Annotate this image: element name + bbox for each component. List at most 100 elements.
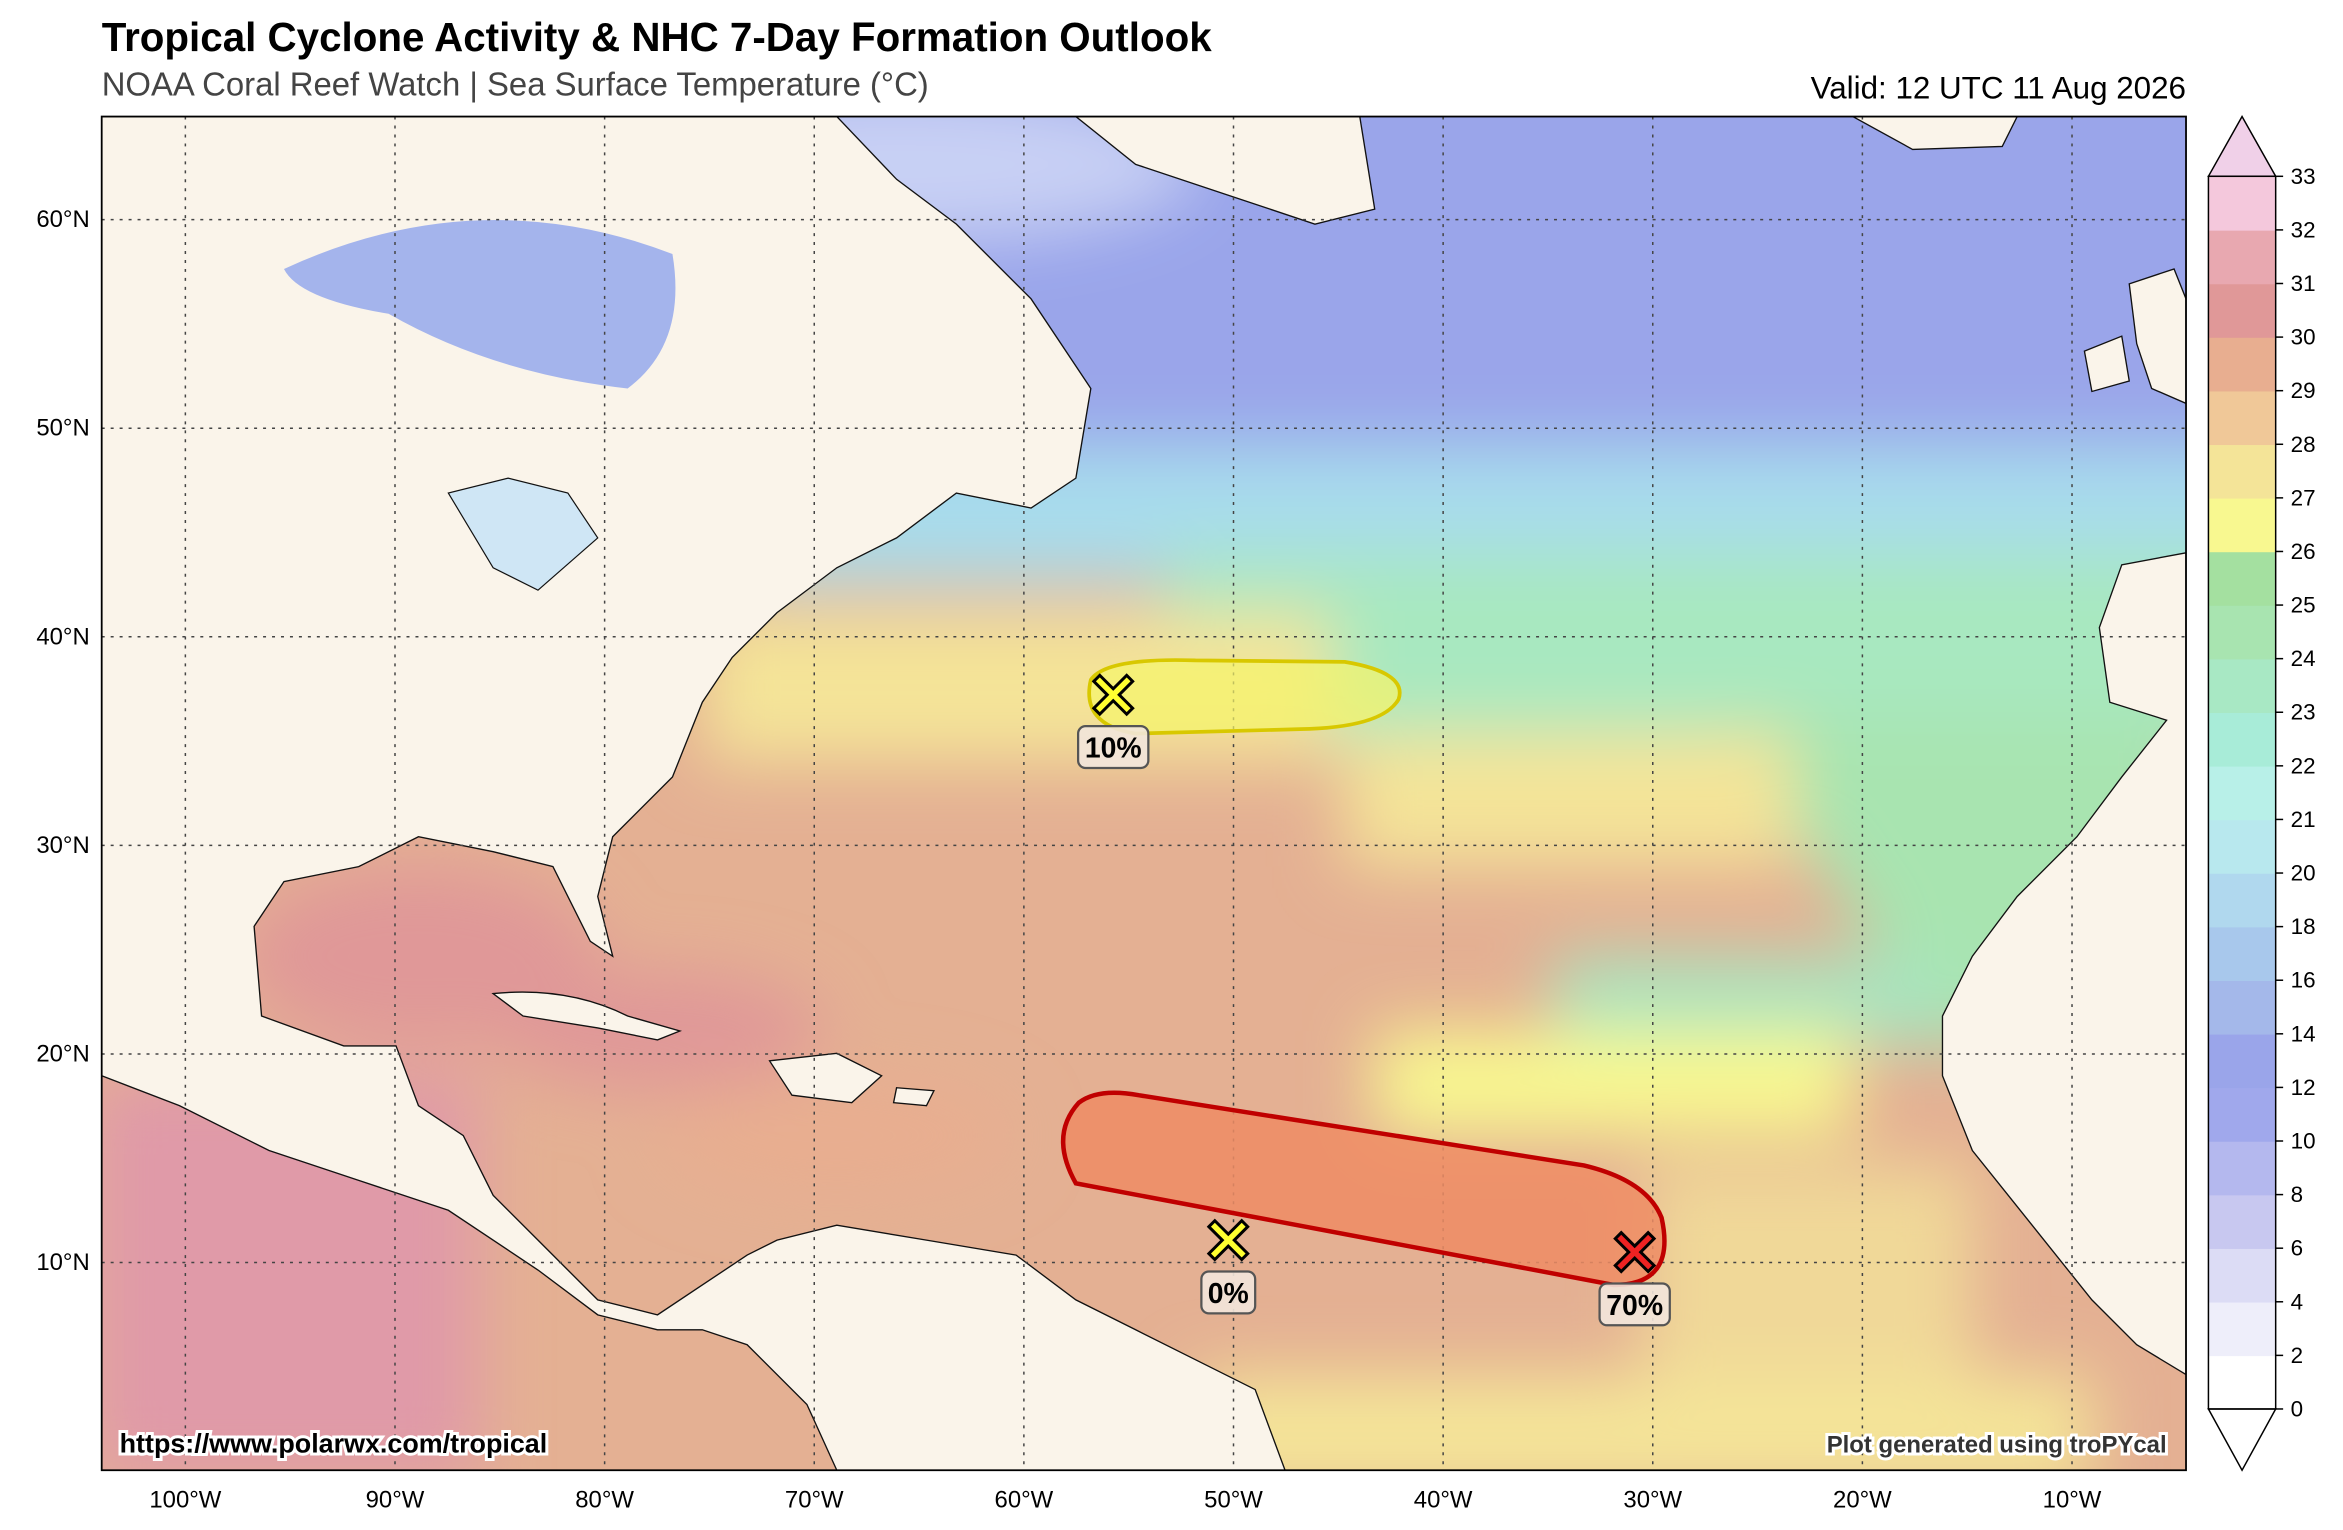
lon-label: 90°W (366, 1487, 425, 1514)
sst-field (101, 116, 2187, 1471)
lat-label: 20°N (36, 1040, 89, 1067)
lon-label: 30°W (1623, 1487, 1682, 1514)
subtitle: NOAA Coral Reef Watch | Sea Surface Temp… (102, 66, 929, 103)
footer-credit: Plot generated using troPYcal (1827, 1431, 2167, 1458)
colorbar-bin (2208, 1033, 2276, 1089)
colorbar-tick-label: 32 (2291, 217, 2316, 242)
colorbar-bin (2208, 1301, 2276, 1357)
land (101, 116, 2187, 1471)
colorbar-bin (2208, 1087, 2276, 1142)
disturbance: 10% (1076, 673, 1150, 770)
lat-label: 10°N (36, 1249, 89, 1276)
colorbar-tick-label: 30 (2291, 325, 2316, 350)
colorbar-frame (2207, 175, 2277, 1410)
colorbar-bin (2208, 605, 2276, 660)
outlook-area-high (1060, 1090, 1667, 1288)
disturbance: 0% (1200, 1218, 1257, 1315)
lon-label: 40°W (1414, 1487, 1473, 1514)
colorbar-bin (2208, 1248, 2276, 1303)
colorbar-tick-label: 16 (2291, 968, 2316, 993)
lon-label: 100°W (149, 1487, 221, 1514)
valid-time: Valid: 12 UTC 11 Aug 2026 (1811, 71, 2186, 106)
colorbar: 0246810121416182021222324252627282930313… (2207, 115, 2316, 1472)
colorbar-bin (2208, 658, 2276, 713)
colorbar-over (2207, 115, 2277, 178)
label-box (1598, 1282, 1671, 1327)
colorbar-tick-label: 14 (2291, 1021, 2316, 1046)
lon-label: 50°W (1204, 1487, 1263, 1514)
colorbar-bin (2208, 497, 2276, 553)
colorbar-tick-label: 22 (2291, 753, 2316, 778)
colorbar-tick-label: 31 (2291, 271, 2316, 296)
colorbar-tick-label: 33 (2291, 164, 2316, 189)
iceland (1852, 116, 2018, 151)
outlook-areas (1060, 658, 1667, 1288)
colorbar-tick-label: 10 (2291, 1128, 2316, 1153)
colorbar-bin (2208, 1355, 2276, 1410)
colorbar-tick-label: 25 (2291, 593, 2316, 618)
colorbar-tick-label: 20 (2291, 861, 2316, 886)
disturbance-marker (1091, 673, 1135, 717)
colorbar-tick-label: 4 (2291, 1289, 2303, 1314)
europe-africa (1941, 552, 2187, 1376)
footer-url: https://www.polarwx.com/tropical (120, 1428, 548, 1458)
puerto-rico (892, 1087, 935, 1107)
map: 10% 0% 70% https://www.polarwx.com/tropica… (101, 116, 2187, 1471)
ireland (2083, 335, 2131, 393)
colorbar-tick-label: 12 (2291, 1075, 2316, 1100)
lon-label: 70°W (785, 1487, 844, 1514)
colorbar-bin (2208, 980, 2276, 1035)
greenland (1074, 116, 1376, 225)
hudson-bay (283, 220, 676, 389)
cuba (491, 991, 683, 1041)
map-frame (100, 115, 2187, 1472)
lon-label: 20°W (1833, 1487, 1892, 1514)
colorbar-bin (2208, 551, 2276, 606)
colorbar-tick-label: 8 (2291, 1182, 2303, 1207)
colorbar-bin (2208, 819, 2276, 874)
colorbar-tick-label: 21 (2291, 807, 2316, 832)
hispaniola (768, 1052, 883, 1104)
lon-label: 60°W (995, 1487, 1054, 1514)
colorbar-under (2207, 1408, 2277, 1472)
colorbar-tick-label: 0 (2291, 1396, 2303, 1421)
probability-label: 0% (1208, 1278, 1249, 1310)
outlook-area-low (1087, 658, 1402, 736)
americas (101, 116, 1286, 1471)
colorbar-bin (2208, 229, 2276, 285)
graticule (101, 116, 2187, 1471)
label-box (1200, 1270, 1257, 1315)
probability-label: 70% (1606, 1290, 1663, 1322)
colorbar-tick-label: 18 (2291, 914, 2316, 939)
lat-label: 50°N (36, 415, 89, 442)
colorbar-tick-label: 28 (2291, 432, 2316, 457)
colorbar-tick-label: 6 (2291, 1236, 2303, 1261)
colorbar-bin (2208, 283, 2276, 338)
title: Tropical Cyclone Activity & NHC 7-Day Fo… (102, 14, 1213, 60)
colorbar-bin (2208, 1194, 2276, 1249)
colorbar-bin (2208, 444, 2276, 499)
colorbar-bin (2208, 176, 2276, 231)
colorbar-tick-label: 29 (2291, 378, 2316, 403)
uk (2128, 268, 2187, 405)
colorbar-bin (2208, 337, 2276, 392)
lon-label: 80°W (575, 1487, 634, 1514)
colorbar-tick-label: 23 (2291, 700, 2316, 725)
colorbar-bin (2208, 712, 2276, 767)
colorbar-bin (2208, 1141, 2276, 1196)
colorbar-bin (2208, 390, 2276, 446)
lat-label: 60°N (36, 206, 89, 233)
label-box (1076, 725, 1150, 770)
disturbances: 10% 0% 70% (1076, 673, 1671, 1327)
lat-label: 40°N (36, 623, 89, 650)
colorbar-tick-label: 27 (2291, 485, 2316, 510)
disturbance-marker (1613, 1230, 1657, 1274)
disturbance-marker (1206, 1218, 1250, 1262)
great-lakes (447, 477, 599, 591)
colorbar-bin (2208, 926, 2276, 981)
colorbar-tick-label: 2 (2291, 1343, 2303, 1368)
colorbar-bin (2208, 873, 2276, 928)
disturbance: 70% (1598, 1230, 1671, 1327)
colorbar-tick-label: 26 (2291, 539, 2316, 564)
